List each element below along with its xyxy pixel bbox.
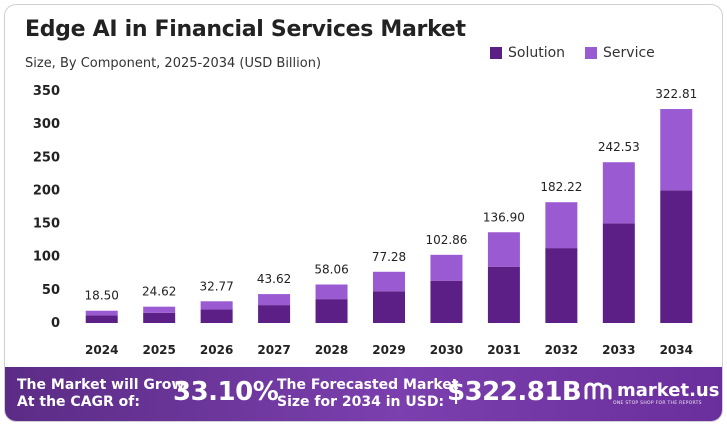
legend-label-service: Service (603, 45, 655, 61)
bar-segment-solution (143, 312, 176, 323)
x-tick-label: 2030 (430, 343, 463, 357)
bar-segment-solution (545, 248, 578, 323)
data-label: 322.81 (655, 87, 697, 101)
x-tick-label: 2033 (602, 343, 635, 357)
x-tick-label: 2031 (487, 343, 520, 357)
y-tick-label: 100 (33, 250, 60, 265)
chart-legend: Solution Service (490, 45, 655, 61)
x-tick-label: 2034 (660, 343, 693, 357)
data-label: 77.28 (372, 250, 406, 264)
brand-logo: market.us (583, 378, 719, 402)
y-tick-label: 50 (42, 283, 60, 298)
bar-segment-solution (315, 299, 348, 323)
bar-segment-solution (487, 266, 520, 323)
chart-subtitle: Size, By Component, 2025-2034 (USD Billi… (25, 56, 322, 71)
y-tick-label: 300 (33, 117, 60, 132)
data-label: 136.90 (483, 210, 525, 224)
x-tick-label: 2029 (372, 343, 405, 357)
bar-segment-service (143, 306, 176, 313)
legend-label-solution: Solution (508, 45, 566, 61)
bar-segment-solution (258, 305, 291, 323)
y-tick-label: 350 (33, 84, 60, 99)
cagr-label: The Market will Grow At the CAGR of: (17, 377, 185, 410)
brand-tagline: ONE STOP SHOP FOR THE REPORTS (613, 401, 702, 406)
bar-segment-service (258, 294, 291, 306)
y-tick-label: 0 (51, 316, 60, 331)
chart-card: Edge AI in Financial Services Market Siz… (4, 4, 723, 422)
data-label: 43.62 (257, 272, 291, 286)
bar-segment-service (430, 254, 463, 281)
cagr-value: 33.10% (173, 377, 279, 407)
data-label: 102.86 (425, 233, 467, 247)
legend-item-service: Service (585, 45, 655, 61)
bar-segment-solution (85, 315, 118, 323)
data-label: 242.53 (598, 140, 640, 154)
legend-item-solution: Solution (490, 45, 565, 61)
bar-segment-service (602, 162, 635, 224)
footer-banner: The Market will Grow At the CAGR of: 33.… (5, 367, 722, 421)
bar-segment-service (200, 301, 233, 310)
bar-segment-service (85, 310, 118, 316)
forecast-value: $322.81B (447, 377, 582, 407)
bar-segment-solution (373, 291, 405, 323)
x-tick-label: 2026 (200, 343, 233, 357)
bar-segment-service (373, 271, 405, 292)
y-tick-label: 150 (33, 217, 60, 232)
market-us-logo-icon (584, 382, 612, 400)
brand-name: market.us (617, 379, 720, 401)
x-tick-label: 2028 (315, 343, 348, 357)
chart-title: Edge AI in Financial Services Market (25, 17, 466, 42)
data-label: 182.22 (540, 180, 582, 194)
bar-chart: 0 50 100 150 200 250 300 350 18.50 2024 24.62 2025 3… (33, 84, 697, 357)
x-tick-label: 2025 (142, 343, 175, 357)
legend-swatch-service (585, 47, 598, 59)
legend-swatch-solution (490, 47, 502, 59)
data-label: 24.62 (142, 285, 176, 299)
bar-segment-service (315, 284, 348, 300)
y-tick-label: 250 (33, 150, 60, 165)
x-tick-label: 2032 (545, 343, 578, 357)
data-label: 58.06 (314, 263, 348, 277)
data-label: 32.77 (199, 279, 233, 293)
y-tick-label: 200 (33, 183, 60, 198)
data-label: 18.50 (85, 289, 119, 303)
forecast-label: The Forecasted Market Size for 2034 in U… (277, 377, 459, 410)
bar-segment-service (660, 109, 693, 191)
bar-segment-solution (200, 309, 233, 323)
x-tick-label: 2024 (85, 343, 118, 357)
bar-segment-solution (602, 223, 635, 323)
x-tick-label: 2027 (257, 343, 290, 357)
bar-segment-solution (660, 190, 693, 323)
bar-segment-service (545, 202, 578, 249)
bar-segment-solution (430, 280, 463, 323)
bar-segment-service (487, 232, 520, 267)
